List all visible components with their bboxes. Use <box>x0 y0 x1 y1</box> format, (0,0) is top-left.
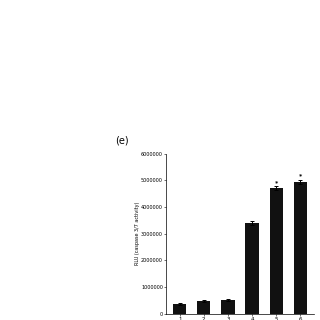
Bar <box>245 223 259 314</box>
Bar <box>197 301 211 314</box>
Text: (e): (e) <box>115 136 129 146</box>
Text: *: * <box>275 180 278 185</box>
Text: *: * <box>299 173 302 178</box>
Bar <box>269 188 283 314</box>
Bar <box>221 300 235 314</box>
Bar <box>294 181 307 314</box>
Bar <box>173 304 186 314</box>
Y-axis label: RLU (caspase 3/7 activity): RLU (caspase 3/7 activity) <box>135 202 140 265</box>
